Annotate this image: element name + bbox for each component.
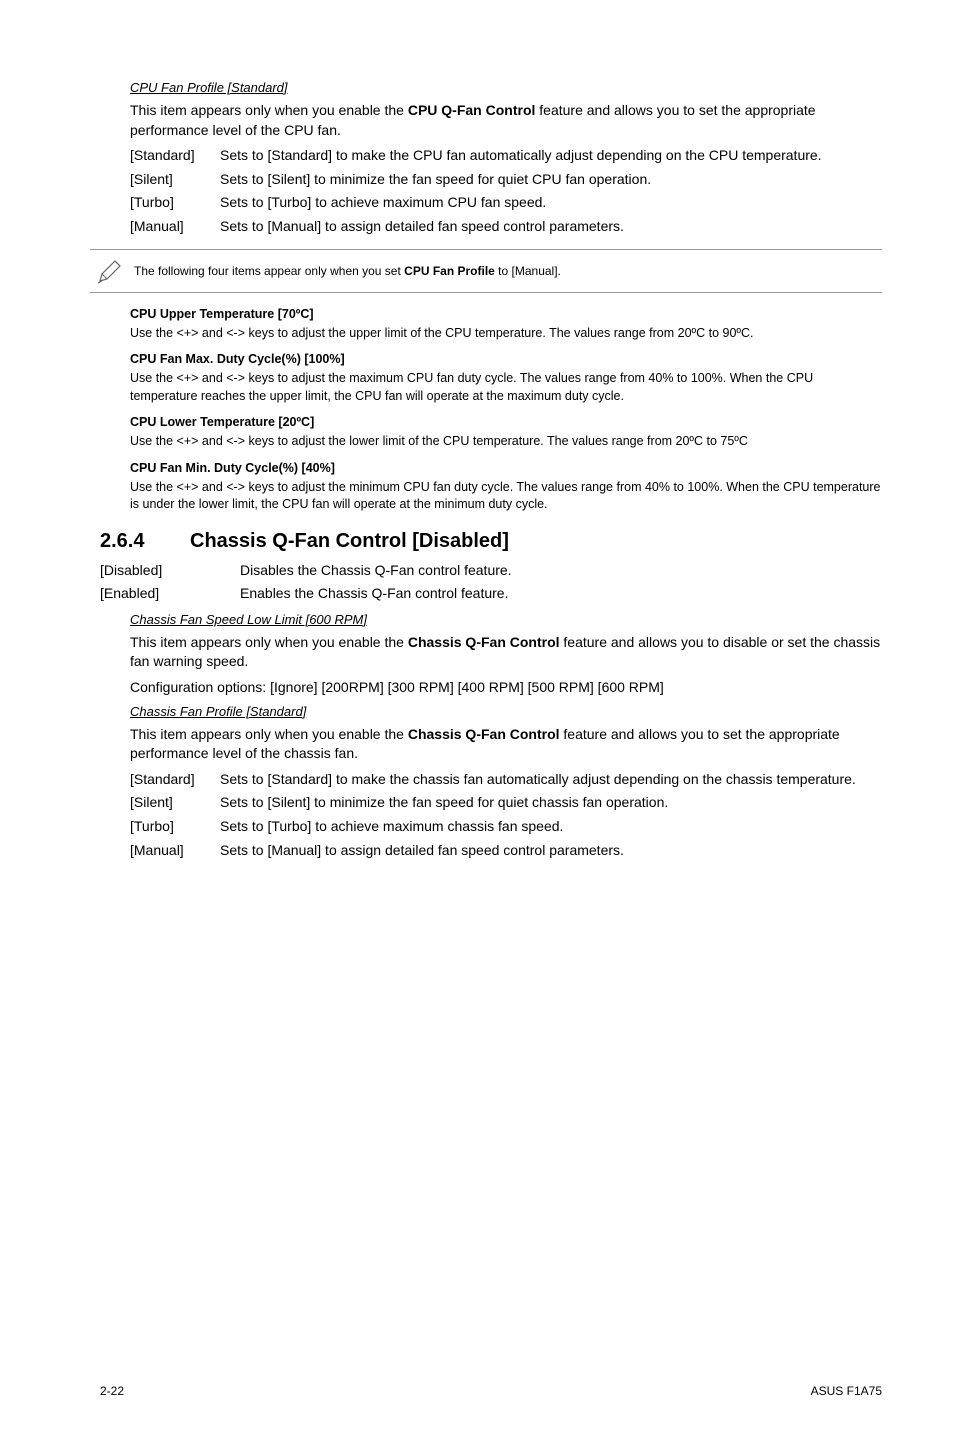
chassis-profile-heading: Chassis Fan Profile [Standard]: [130, 704, 882, 719]
sub-items-block: CPU Upper Temperature [70ºC] Use the <+>…: [130, 307, 882, 514]
option-desc: Enables the Chassis Q-Fan control featur…: [240, 584, 508, 604]
option-row: [Turbo] Sets to [Turbo] to achieve maxim…: [130, 193, 882, 213]
text-part: This item appears only when you enable t…: [130, 634, 408, 650]
text-bold: Chassis Q-Fan Control: [408, 634, 560, 650]
section-number: 2.6.4: [100, 530, 190, 553]
text-part: This item appears only when you enable t…: [130, 102, 408, 118]
option-label: [Turbo]: [130, 193, 220, 213]
cpu-fan-profile-block: CPU Fan Profile [Standard] This item app…: [130, 80, 882, 237]
option-row: [Standard] Sets to [Standard] to make th…: [130, 770, 882, 790]
section-header: 2.6.4 Chassis Q-Fan Control [Disabled]: [100, 530, 882, 553]
chassis-profile-intro: This item appears only when you enable t…: [130, 725, 882, 764]
option-label: [Enabled]: [100, 584, 240, 604]
option-label: [Silent]: [130, 793, 220, 813]
text-bold: CPU Q-Fan Control: [408, 102, 536, 118]
footer: 2-22 ASUS F1A75: [100, 1384, 882, 1398]
sub-text: Use the <+> and <-> keys to adjust the u…: [130, 325, 882, 343]
sub-heading: CPU Upper Temperature [70ºC]: [130, 307, 882, 321]
option-desc: Sets to [Manual] to assign detailed fan …: [220, 841, 882, 861]
option-desc: Disables the Chassis Q-Fan control featu…: [240, 561, 512, 581]
option-label: [Disabled]: [100, 561, 240, 581]
page: CPU Fan Profile [Standard] This item app…: [0, 0, 954, 1438]
note-block: The following four items appear only whe…: [90, 249, 882, 293]
section-title: Chassis Q-Fan Control [Disabled]: [190, 530, 509, 553]
option-row: [Disabled] Disables the Chassis Q-Fan co…: [100, 561, 882, 581]
option-label: [Silent]: [130, 170, 220, 190]
sub-text: Use the <+> and <-> keys to adjust the m…: [130, 370, 882, 405]
option-row: [Silent] Sets to [Silent] to minimize th…: [130, 170, 882, 190]
option-label: [Standard]: [130, 146, 220, 166]
option-label: [Turbo]: [130, 817, 220, 837]
footer-page-number: 2-22: [100, 1384, 124, 1398]
option-label: [Manual]: [130, 841, 220, 861]
chassis-profile-block: Chassis Fan Profile [Standard] This item…: [130, 704, 882, 861]
chassis-speed-config: Configuration options: [Ignore] [200RPM]…: [130, 678, 882, 698]
option-desc: Sets to [Turbo] to achieve maximum chass…: [220, 817, 882, 837]
cpu-profile-intro: This item appears only when you enable t…: [130, 101, 882, 140]
option-row: [Standard] Sets to [Standard] to make th…: [130, 146, 882, 166]
text-part: The following four items appear only whe…: [134, 264, 404, 278]
option-row: [Manual] Sets to [Manual] to assign deta…: [130, 841, 882, 861]
sub-heading: CPU Fan Max. Duty Cycle(%) [100%]: [130, 352, 882, 366]
sub-text: Use the <+> and <-> keys to adjust the l…: [130, 433, 882, 451]
text-bold: CPU Fan Profile: [404, 264, 495, 278]
option-row: [Enabled] Enables the Chassis Q-Fan cont…: [100, 584, 882, 604]
sub-heading: CPU Fan Min. Duty Cycle(%) [40%]: [130, 461, 882, 475]
option-desc: Sets to [Standard] to make the chassis f…: [220, 770, 882, 790]
text-part: to [Manual].: [495, 264, 561, 278]
option-row: [Silent] Sets to [Silent] to minimize th…: [130, 793, 882, 813]
pencil-icon: [90, 256, 130, 286]
option-desc: Sets to [Standard] to make the CPU fan a…: [220, 146, 882, 166]
cpu-profile-heading: CPU Fan Profile [Standard]: [130, 80, 882, 95]
option-desc: Sets to [Turbo] to achieve maximum CPU f…: [220, 193, 882, 213]
option-label: [Manual]: [130, 217, 220, 237]
option-row: [Manual] Sets to [Manual] to assign deta…: [130, 217, 882, 237]
chassis-speed-heading: Chassis Fan Speed Low Limit [600 RPM]: [130, 612, 882, 627]
footer-product: ASUS F1A75: [811, 1384, 882, 1398]
chassis-speed-block: Chassis Fan Speed Low Limit [600 RPM] Th…: [130, 612, 882, 698]
sub-heading: CPU Lower Temperature [20ºC]: [130, 415, 882, 429]
option-desc: Sets to [Silent] to minimize the fan spe…: [220, 170, 882, 190]
text-part: This item appears only when you enable t…: [130, 726, 408, 742]
note-text: The following four items appear only whe…: [130, 264, 882, 278]
note-wrapper: The following four items appear only whe…: [130, 249, 882, 293]
option-desc: Sets to [Manual] to assign detailed fan …: [220, 217, 882, 237]
chassis-speed-intro: This item appears only when you enable t…: [130, 633, 882, 672]
option-label: [Standard]: [130, 770, 220, 790]
text-bold: Chassis Q-Fan Control: [408, 726, 560, 742]
option-row: [Turbo] Sets to [Turbo] to achieve maxim…: [130, 817, 882, 837]
sub-text: Use the <+> and <-> keys to adjust the m…: [130, 479, 882, 514]
option-desc: Sets to [Silent] to minimize the fan spe…: [220, 793, 882, 813]
